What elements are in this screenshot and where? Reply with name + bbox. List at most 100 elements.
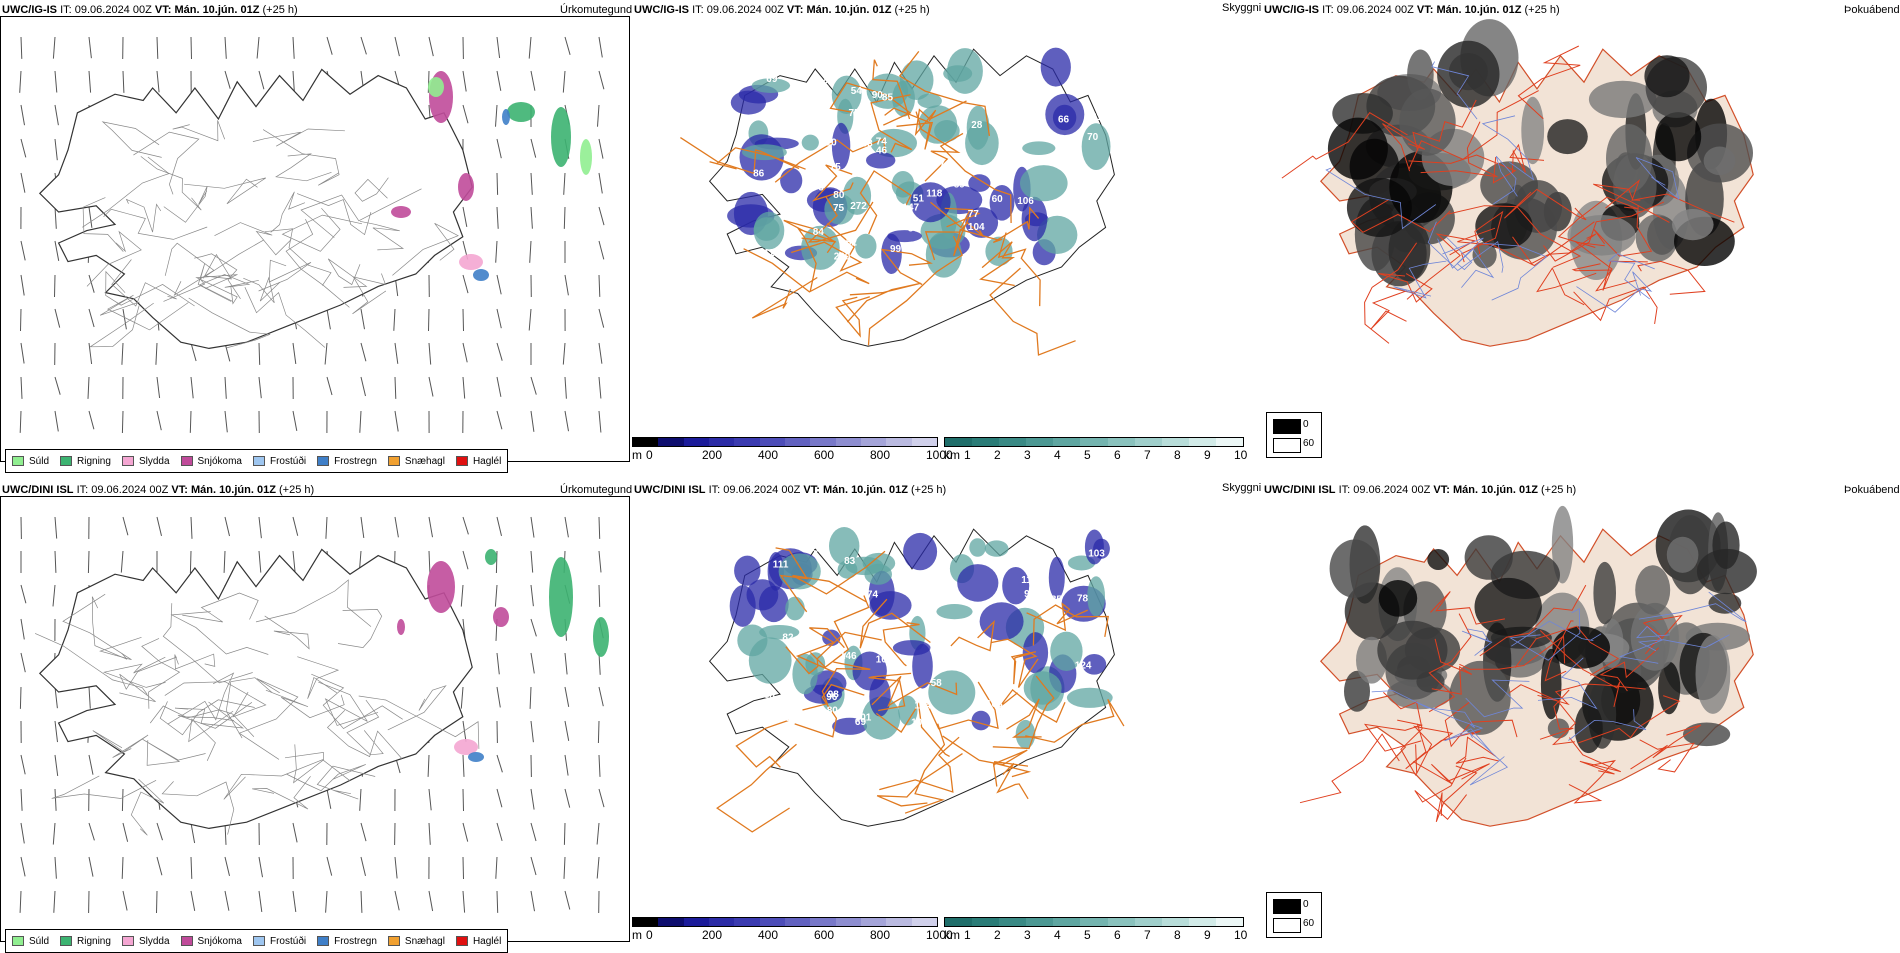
wind-barb (599, 207, 604, 225)
wind-barb (259, 71, 264, 89)
cloud-base-tick: 0 (646, 928, 653, 942)
legend-label: Rigning (77, 456, 111, 467)
precip-patch (397, 619, 405, 635)
fog-patch (1552, 626, 1610, 668)
visibility-tick: 9 (1204, 928, 1211, 942)
cloud-base-value: 87 (952, 644, 964, 655)
colorbar-cell (709, 438, 734, 446)
wind-barb (463, 207, 467, 227)
wind-barb (257, 37, 259, 59)
wind-barb (497, 823, 502, 841)
wind-barb (156, 343, 157, 365)
cloud-base-value: 20 (826, 137, 838, 148)
wind-barb (564, 207, 565, 229)
wind-barb (123, 517, 128, 535)
legend-swatch (122, 456, 134, 466)
visibility-tick: 4 (1054, 928, 1061, 942)
colorbar-cell (684, 918, 709, 926)
wind-barb (531, 891, 535, 911)
precip-patch (485, 549, 497, 565)
cloud-base-value: 28 (971, 120, 983, 131)
cloud-base-value: 95 (807, 544, 819, 555)
wind-barb (496, 241, 497, 263)
wind-barb (599, 343, 602, 364)
wind-barb (361, 823, 366, 841)
cloud-base-value: 200 (834, 251, 851, 262)
wind-barb (496, 105, 498, 127)
cloud-base-patch (780, 168, 802, 193)
wind-barb (190, 551, 191, 573)
wind-barb (395, 377, 396, 399)
wind-barb (327, 789, 331, 809)
wind-barb (497, 139, 501, 158)
wind-barb (89, 857, 93, 877)
cloud-base-value: 75 (833, 203, 845, 214)
cloud-base-value: 22 (817, 78, 829, 89)
wind-barb (55, 139, 57, 160)
cloud-base-value: 46 (946, 594, 958, 605)
wind-barb (564, 857, 565, 879)
legend-swatch (317, 936, 329, 946)
colorbar-cell (785, 918, 810, 926)
wind-barb (360, 789, 361, 811)
wind-barb (88, 551, 89, 573)
wind-barb (497, 411, 502, 429)
colorbar-cell (945, 918, 972, 926)
wind-barb (157, 891, 158, 913)
wind-barb (564, 173, 565, 195)
wind-barb (529, 309, 531, 331)
wind-barb (225, 857, 230, 876)
wind-barb (429, 823, 430, 845)
cloud-base-value: 70 (1087, 132, 1099, 143)
cloud-base-value: 219 (808, 608, 825, 619)
wind-barb (395, 411, 398, 432)
colorbar-cell (684, 438, 709, 446)
visibility-tick: 10 (1234, 928, 1247, 942)
fog-legend-swatch (1273, 438, 1301, 453)
legend-swatch (12, 456, 24, 466)
cloud-base-value: 81 (1091, 112, 1103, 123)
legend-label: Frostúði (270, 936, 306, 947)
wind-barb (191, 517, 192, 539)
wind-barb (157, 857, 162, 875)
wind-barb (225, 517, 230, 536)
colorbar-cell (734, 918, 759, 926)
cloud-base-value: 52 (846, 237, 858, 248)
wind-barb (429, 789, 431, 810)
wind-barb (123, 891, 127, 911)
cloud-base-value: 76 (813, 183, 825, 194)
legend-label: Haglél (473, 456, 501, 467)
cloud-base-tick: 600 (814, 928, 834, 942)
colorbar-cell (1080, 918, 1107, 926)
visibility-colorbar (944, 917, 1244, 927)
visibility-tick: 8 (1174, 928, 1181, 942)
cloud-base-value: 96 (1024, 589, 1036, 600)
wind-barb (21, 755, 25, 774)
wind-barb (89, 411, 94, 429)
wind-barb (53, 37, 55, 59)
cloud-base-value: 46 (876, 145, 888, 156)
colorbar-cell (1026, 918, 1053, 926)
wind-barb (21, 343, 24, 364)
cloud-base-value: 66 (1058, 115, 1070, 126)
precip-patch (551, 107, 571, 167)
legend-item: Snæhagl (388, 456, 445, 467)
wind-barb (463, 377, 465, 399)
wind-barb (463, 789, 464, 811)
colorbar-cell (785, 438, 810, 446)
wind-barb (157, 411, 161, 430)
wind-barb (55, 377, 60, 395)
legend-label: Slydda (139, 456, 170, 467)
fog-patch (1449, 661, 1511, 735)
wind-barb (463, 551, 468, 569)
fog-patch (1547, 119, 1588, 154)
wind-barb (599, 585, 600, 607)
legend-item: Slydda (122, 456, 170, 467)
cloud-base-value: 104 (911, 718, 928, 729)
wind-barb (21, 241, 25, 260)
wind-barb (259, 377, 261, 398)
